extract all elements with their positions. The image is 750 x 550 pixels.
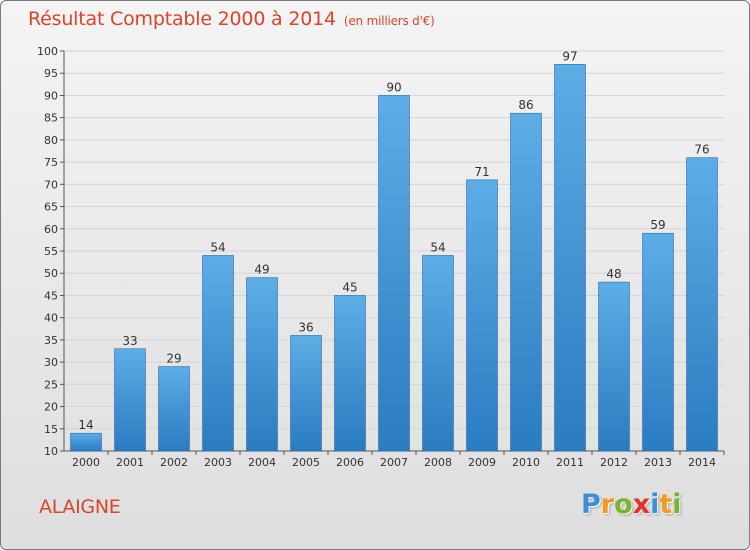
bar-2011 [554,64,586,452]
x-tick-label-2007: 2007 [380,456,408,469]
x-tick-label-2006: 2006 [336,456,364,469]
value-label-2004: 49 [254,263,269,277]
value-label-2003: 54 [210,240,225,254]
y-tick-label: 85 [44,112,58,125]
y-tick-label: 60 [44,223,58,236]
y-tick-label: 10 [44,445,58,458]
logo-letter: t [659,489,673,520]
y-tick-label: 95 [44,67,58,80]
bar-2003 [202,255,234,452]
logo-letter: r [600,489,615,520]
logo-letter: x [632,489,651,520]
logo-letter: i [650,489,660,520]
value-label-2008: 54 [430,240,445,254]
x-tick-label-2011: 2011 [556,456,584,469]
x-tick-label-2014: 2014 [688,456,716,469]
value-label-2002: 29 [166,352,181,366]
y-tick-label: 40 [44,312,58,325]
y-tick-label: 25 [44,378,58,391]
x-tick-label-2002: 2002 [160,456,188,469]
value-label-2010: 86 [518,98,533,112]
logo-letter: P [581,489,601,520]
bar-2002 [158,366,190,452]
chart-title-text: Résultat Comptable 2000 à 2014 [28,8,336,30]
x-tick-label-2009: 2009 [468,456,496,469]
bar-2008 [422,255,454,452]
value-labels: 14 33 29 54 49 36 45 90 54 71 86 97 48 59 76 [78,49,709,432]
y-tick-label: 80 [44,134,58,147]
commune-name: ALAIGNE [39,496,121,518]
bar-2012 [598,281,630,452]
y-tick-label: 75 [44,156,58,169]
x-tick-label-2013: 2013 [644,456,672,469]
x-tick-label-2003: 2003 [204,456,232,469]
proxiti-logo: Proxiti [581,489,682,520]
value-label-2013: 59 [650,218,665,232]
bar-2006 [334,295,366,452]
bar-2014 [686,157,718,452]
y-tick-label: 20 [44,401,58,414]
bars [70,64,718,452]
bar-2000 [70,432,102,452]
bar-2001 [114,348,146,452]
y-tick-label: 55 [44,245,58,258]
value-label-2005: 36 [298,320,313,334]
y-tick-label: 35 [44,334,58,347]
value-label-2000: 14 [78,418,93,432]
y-tick-label: 45 [44,289,58,302]
chart-title: Résultat Comptable 2000 à 2014 (en millie… [28,8,435,30]
bar-2005 [290,335,322,452]
x-tick-label-2005: 2005 [292,456,320,469]
x-tick-label-2010: 2010 [512,456,540,469]
x-tick-label-2008: 2008 [424,456,452,469]
y-tick-label: 70 [44,178,58,191]
y-tick-label: 65 [44,201,58,214]
bar-2004 [246,277,278,452]
bar-2007 [378,95,410,452]
logo-letter: o [614,489,633,520]
value-label-2007: 90 [386,80,401,94]
value-label-2001: 33 [122,334,137,348]
x-tick-label-2001: 2001 [116,456,144,469]
y-tick-label: 15 [44,423,58,436]
x-tick-label-2000: 2000 [72,456,100,469]
chart-unit-label: (en milliers d'€) [343,14,435,28]
value-label-2006: 45 [342,280,357,294]
x-tick-label-2012: 2012 [600,456,628,469]
value-label-2011: 97 [562,49,577,63]
y-tick-label: 100 [37,45,58,58]
y-tick-label: 90 [44,89,58,102]
bar-2010 [510,112,542,452]
y-tick-label: 30 [44,356,58,369]
x-tick-label-2004: 2004 [248,456,276,469]
bar-2009 [466,179,498,452]
value-label-2014: 76 [694,143,709,157]
bar-2013 [642,232,674,452]
value-label-2009: 71 [474,165,489,179]
value-label-2012: 48 [606,267,621,281]
y-tick-label: 50 [44,267,58,280]
logo-letter: i [672,489,682,520]
